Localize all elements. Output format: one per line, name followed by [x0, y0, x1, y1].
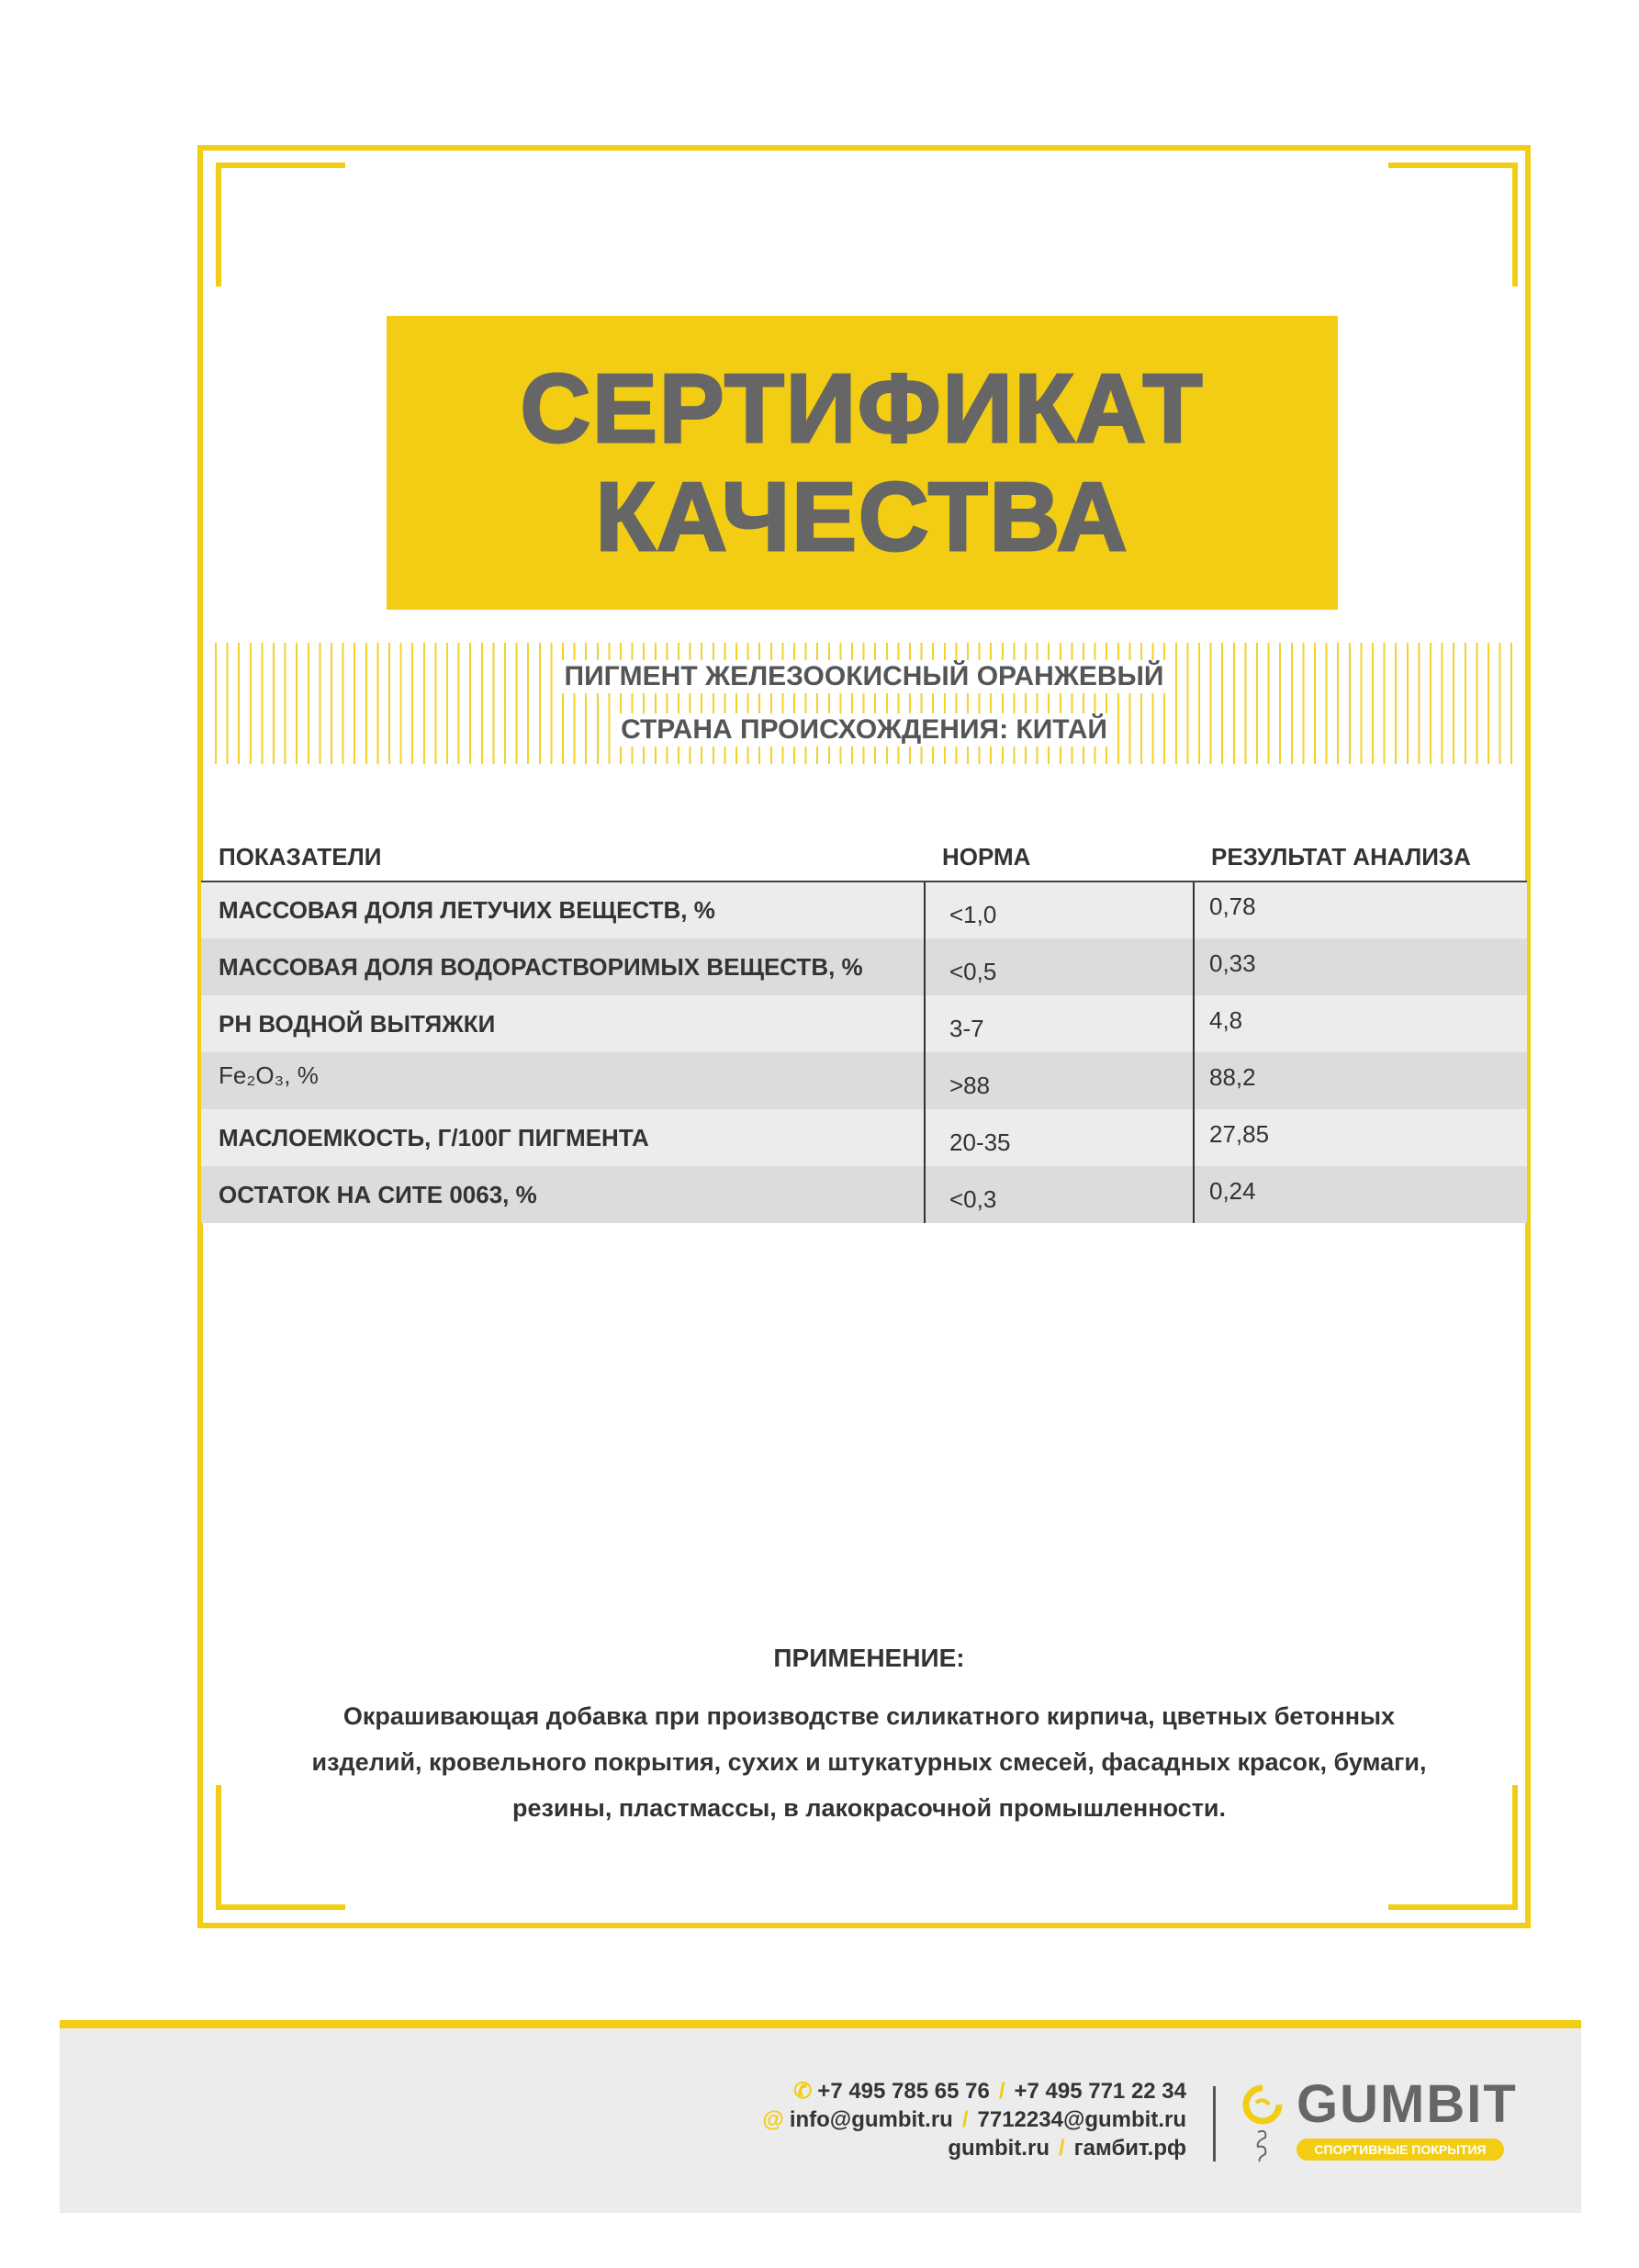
norm-cell: >88 [924, 1052, 1194, 1109]
separator: / [998, 2079, 1005, 2104]
result-cell: 88,2 [1193, 1052, 1527, 1109]
product-origin: СТРАНА ПРОИСХОЖДЕНИЯ: КИТАЙ [615, 713, 1113, 747]
at-icon: @ [762, 2107, 784, 2132]
email-1[interactable]: info@gumbit.ru [789, 2107, 953, 2132]
corner-bracket-bottom-right [1388, 1785, 1518, 1910]
indicator-cell: РН ВОДНОЙ ВЫТЯЖКИ [201, 995, 925, 1052]
gumbit-logo: GUMBIT [1297, 2074, 1518, 2134]
product-name: ПИГМЕНТ ЖЕЛЕЗООКИСНЫЙ ОРАНЖЕВЫЙ [558, 660, 1170, 693]
application-heading: ПРИМЕНЕНИЕ: [773, 1644, 965, 1672]
separator: / [961, 2107, 969, 2132]
application-text: Окрашивающая добавка при производстве си… [311, 1702, 1427, 1822]
corner-bracket-top-right [1388, 163, 1518, 286]
table-row: Fe₂O₃, % >88 88,2 [201, 1052, 1527, 1109]
table-row: МАСЛОЕМКОСТЬ, Г/100Г ПИГМЕНТА 20-35 27,85 [201, 1109, 1527, 1166]
result-cell: 4,8 [1193, 995, 1527, 1052]
norm-cell: 20-35 [924, 1109, 1194, 1166]
email-2[interactable]: 7712234@gumbit.ru [977, 2107, 1186, 2132]
application-section: ПРИМЕНЕНИЕ: Окрашивающая добавка при про… [304, 1644, 1434, 1831]
phone-icon: ✆ [793, 2079, 813, 2104]
result-cell: 0,78 [1193, 881, 1527, 938]
phone-2[interactable]: +7 495 771 22 34 [1014, 2079, 1186, 2104]
table-row: МАССОВАЯ ДОЛЯ ВОДОРАСТВОРИМЫХ ВЕЩЕСТВ, %… [201, 938, 1527, 995]
title-line-1: СЕРТИФИКАТ [519, 354, 1205, 465]
contacts: ✆ +7 495 785 65 76 / +7 495 771 22 34 @ info… [643, 2077, 1186, 2162]
norm-cell: <0,5 [924, 938, 1194, 995]
norm-cell: <0,3 [924, 1166, 1194, 1223]
gumbit-logo-icon [1242, 2084, 1283, 2162]
indicator-cell: МАССОВАЯ ДОЛЯ ВОДОРАСТВОРИМЫХ ВЕЩЕСТВ, % [201, 938, 925, 995]
phone-1[interactable]: +7 495 785 65 76 [817, 2079, 990, 2104]
site-2[interactable]: гамбит.рф [1073, 2136, 1186, 2161]
corner-bracket-top-left [216, 163, 345, 286]
norm-cell: <1,0 [924, 881, 1194, 938]
table-row: РН ВОДНОЙ ВЫТЯЖКИ 3-7 4,8 [201, 995, 1527, 1052]
separator: / [1058, 2136, 1065, 2161]
table-row: МАССОВАЯ ДОЛЯ ЛЕТУЧИХ ВЕЩЕСТВ, % <1,0 0,78 [201, 881, 1527, 938]
indicator-cell: МАССОВАЯ ДОЛЯ ЛЕТУЧИХ ВЕЩЕСТВ, % [201, 881, 925, 938]
certificate-frame [197, 145, 1531, 1928]
table-row: ОСТАТОК НА СИТЕ 0063, % <0,3 0,24 [201, 1166, 1527, 1223]
header-indicator: ПОКАЗАТЕЛИ [201, 826, 925, 882]
footer-accent-line [60, 2020, 1581, 2028]
header-norm: НОРМА [925, 826, 1194, 882]
norm-cell: 3-7 [924, 995, 1194, 1052]
indicator-cell: МАСЛОЕМКОСТЬ, Г/100Г ПИГМЕНТА [201, 1109, 925, 1166]
table-header: ПОКАЗАТЕЛИ НОРМА РЕЗУЛЬТАТ АНАЛИЗА [201, 826, 1527, 882]
header-result: РЕЗУЛЬТАТ АНАЛИЗА [1194, 826, 1527, 882]
indicator-cell: Fe₂O₃, % [201, 1052, 925, 1109]
indicator-cell: ОСТАТОК НА СИТЕ 0063, % [201, 1166, 925, 1223]
logo-tagline: СПОРТИВНЫЕ ПОКРЫТИЯ [1297, 2139, 1504, 2161]
title-line-2: КАЧЕСТВА [594, 462, 1129, 573]
footer [60, 2028, 1581, 2213]
site-1[interactable]: gumbit.ru [948, 2136, 1050, 2161]
footer-divider [1213, 2086, 1216, 2161]
title-banner: СЕРТИФИКАТ КАЧЕСТВА [387, 316, 1338, 610]
result-cell: 0,33 [1193, 938, 1527, 995]
analysis-table: ПОКАЗАТЕЛИ НОРМА РЕЗУЛЬТАТ АНАЛИЗА МАССО… [201, 826, 1527, 1223]
result-cell: 27,85 [1193, 1109, 1527, 1166]
product-info: ПИГМЕНТ ЖЕЛЕЗООКИСНЫЙ ОРАНЖЕВЫЙ СТРАНА П… [215, 643, 1513, 764]
corner-bracket-bottom-left [216, 1785, 345, 1910]
result-cell: 0,24 [1193, 1166, 1527, 1223]
